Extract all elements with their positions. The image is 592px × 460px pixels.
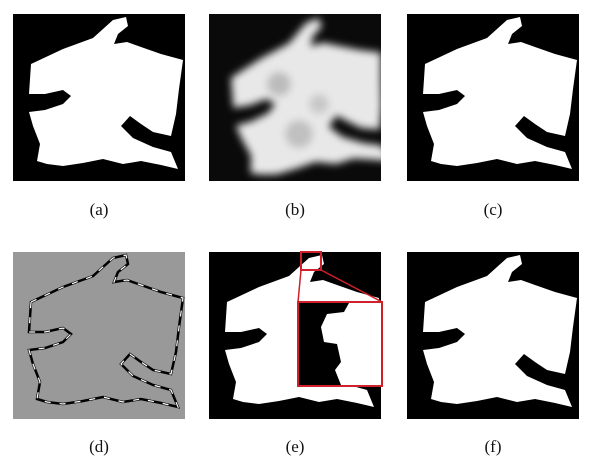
panel-b [209, 10, 396, 182]
panel-a [13, 14, 185, 181]
figure: (a) (b) (c) (d) (e) (f) [0, 0, 592, 460]
panel-e [209, 252, 382, 419]
panel-label: (e) [286, 437, 305, 456]
panel-c [407, 14, 579, 181]
panel-d [13, 252, 185, 419]
panel-label: (f) [485, 437, 502, 456]
panel-f [407, 252, 579, 419]
panel-label: (c) [484, 200, 503, 219]
panel-label: (d) [89, 437, 109, 456]
panel-label: (b) [285, 200, 305, 219]
panel-label: (a) [90, 200, 109, 219]
